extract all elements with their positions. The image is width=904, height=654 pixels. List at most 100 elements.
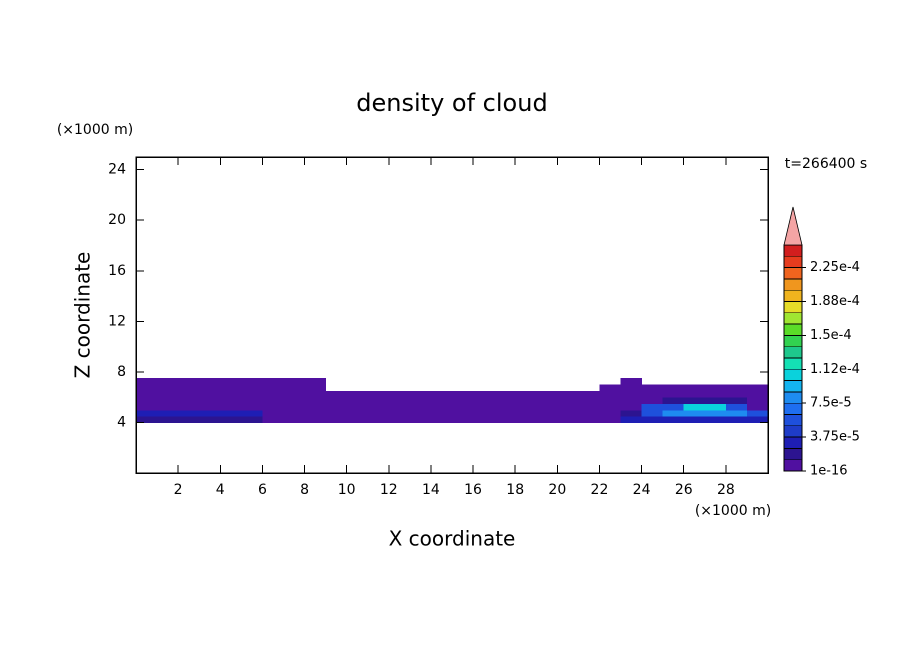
- contour-cell: [536, 403, 558, 411]
- colorbar-segment: [783, 436, 803, 449]
- contour-cell: [452, 397, 474, 404]
- contour-cell: [662, 409, 685, 417]
- contour-cell: [452, 416, 474, 423]
- colorbar-segment: [783, 425, 803, 438]
- contour-cell: [346, 390, 369, 398]
- contour-cell: [409, 397, 432, 404]
- contour-cell: [220, 409, 242, 417]
- contour-cell: [220, 384, 242, 392]
- contour-cell: [662, 390, 685, 398]
- x-tick-label: 18: [506, 482, 524, 498]
- y-tick-label: 24: [108, 162, 126, 178]
- y-axis-label: Z coordinate: [71, 252, 95, 379]
- contour-cell: [283, 403, 306, 411]
- y-tick-label: 20: [108, 212, 126, 228]
- contour-cell: [325, 403, 348, 411]
- contour-cell: [704, 390, 727, 398]
- contour-cell: [430, 409, 453, 417]
- contour-cell: [199, 403, 221, 411]
- contour-cell: [241, 378, 263, 386]
- x-tick-label: 22: [591, 482, 609, 498]
- contour-cell: [515, 403, 537, 411]
- contour-cell: [220, 390, 242, 398]
- contour-cell: [557, 397, 579, 404]
- contour-cell: [578, 397, 600, 404]
- contour-cell: [473, 409, 495, 417]
- contour-cell: [346, 409, 369, 417]
- contour-cell: [683, 409, 706, 417]
- contour-cell: [346, 416, 369, 423]
- contour-cell: [746, 390, 769, 398]
- colorbar-segment: [783, 244, 803, 257]
- contour-cell: [220, 416, 242, 423]
- contour-cell: [388, 390, 411, 398]
- contour-cell: [388, 397, 411, 404]
- contour-cell: [262, 416, 284, 423]
- contour-cell: [515, 409, 537, 417]
- contour-cell: [641, 403, 664, 411]
- contour-cell: [473, 397, 495, 404]
- contour-cell: [683, 416, 706, 423]
- contour-cell: [515, 397, 537, 404]
- contour-cell: [367, 397, 390, 404]
- contour-cell: [704, 403, 727, 411]
- colorbar-label: 7.5e-5: [810, 396, 852, 411]
- contour-cell: [725, 403, 748, 411]
- contour-cell: [515, 416, 537, 423]
- x-tick-label: 12: [380, 482, 398, 498]
- contour-cell: [304, 397, 327, 404]
- contour-cell: [178, 390, 200, 398]
- x-tick-label: 8: [300, 482, 309, 498]
- y-tick-label: 12: [108, 313, 126, 329]
- contour-cell: [241, 416, 263, 423]
- colorbar-segment: [783, 289, 803, 302]
- contour-cell: [262, 390, 284, 398]
- contour-cell: [409, 403, 432, 411]
- contour-cell: [367, 416, 390, 423]
- colorbar-label: 1.12e-4: [810, 362, 860, 377]
- colorbar-segment: [783, 323, 803, 336]
- contour-cell: [283, 390, 306, 398]
- contour-cell: [536, 416, 558, 423]
- contour-cell: [367, 390, 390, 398]
- contour-cell: [178, 397, 200, 404]
- colorbar-extension: [783, 206, 803, 246]
- contour-cell: [557, 416, 579, 423]
- contour-cell: [641, 384, 664, 392]
- colorbar-segment: [783, 459, 803, 472]
- contour-cell: [746, 403, 769, 411]
- contour-cell: [515, 390, 537, 398]
- contour-cell: [283, 378, 306, 386]
- contour-cell: [199, 378, 221, 386]
- contour-cell: [536, 390, 558, 398]
- contour-cell: [536, 397, 558, 404]
- contour-cell: [178, 403, 200, 411]
- contour-cell: [662, 403, 685, 411]
- contour-cell: [346, 403, 369, 411]
- plot-frame: [135, 156, 769, 474]
- contour-cell: [620, 378, 643, 386]
- contour-cell: [725, 416, 748, 423]
- colorbar-segment: [783, 357, 803, 370]
- colorbar-segment: [783, 414, 803, 427]
- x-tick-label: 20: [548, 482, 566, 498]
- contour-cell: [304, 390, 327, 398]
- x-tick-label: 24: [633, 482, 651, 498]
- contour-cell: [620, 390, 643, 398]
- contour-cell: [283, 409, 306, 417]
- contour-cell: [641, 390, 664, 398]
- contour-cell: [409, 416, 432, 423]
- contour-cell: [578, 390, 600, 398]
- contour-cell: [409, 390, 432, 398]
- time-annotation: t=266400 s: [785, 156, 867, 172]
- contour-cell: [199, 409, 221, 417]
- contour-cell: [746, 384, 769, 392]
- colorbar-segment: [783, 301, 803, 314]
- contour-cell: [199, 384, 221, 392]
- contour-cell: [388, 409, 411, 417]
- contour-cell: [599, 416, 622, 423]
- contour-cell: [704, 416, 727, 423]
- contour-cell: [725, 390, 748, 398]
- contour-cell: [599, 384, 622, 392]
